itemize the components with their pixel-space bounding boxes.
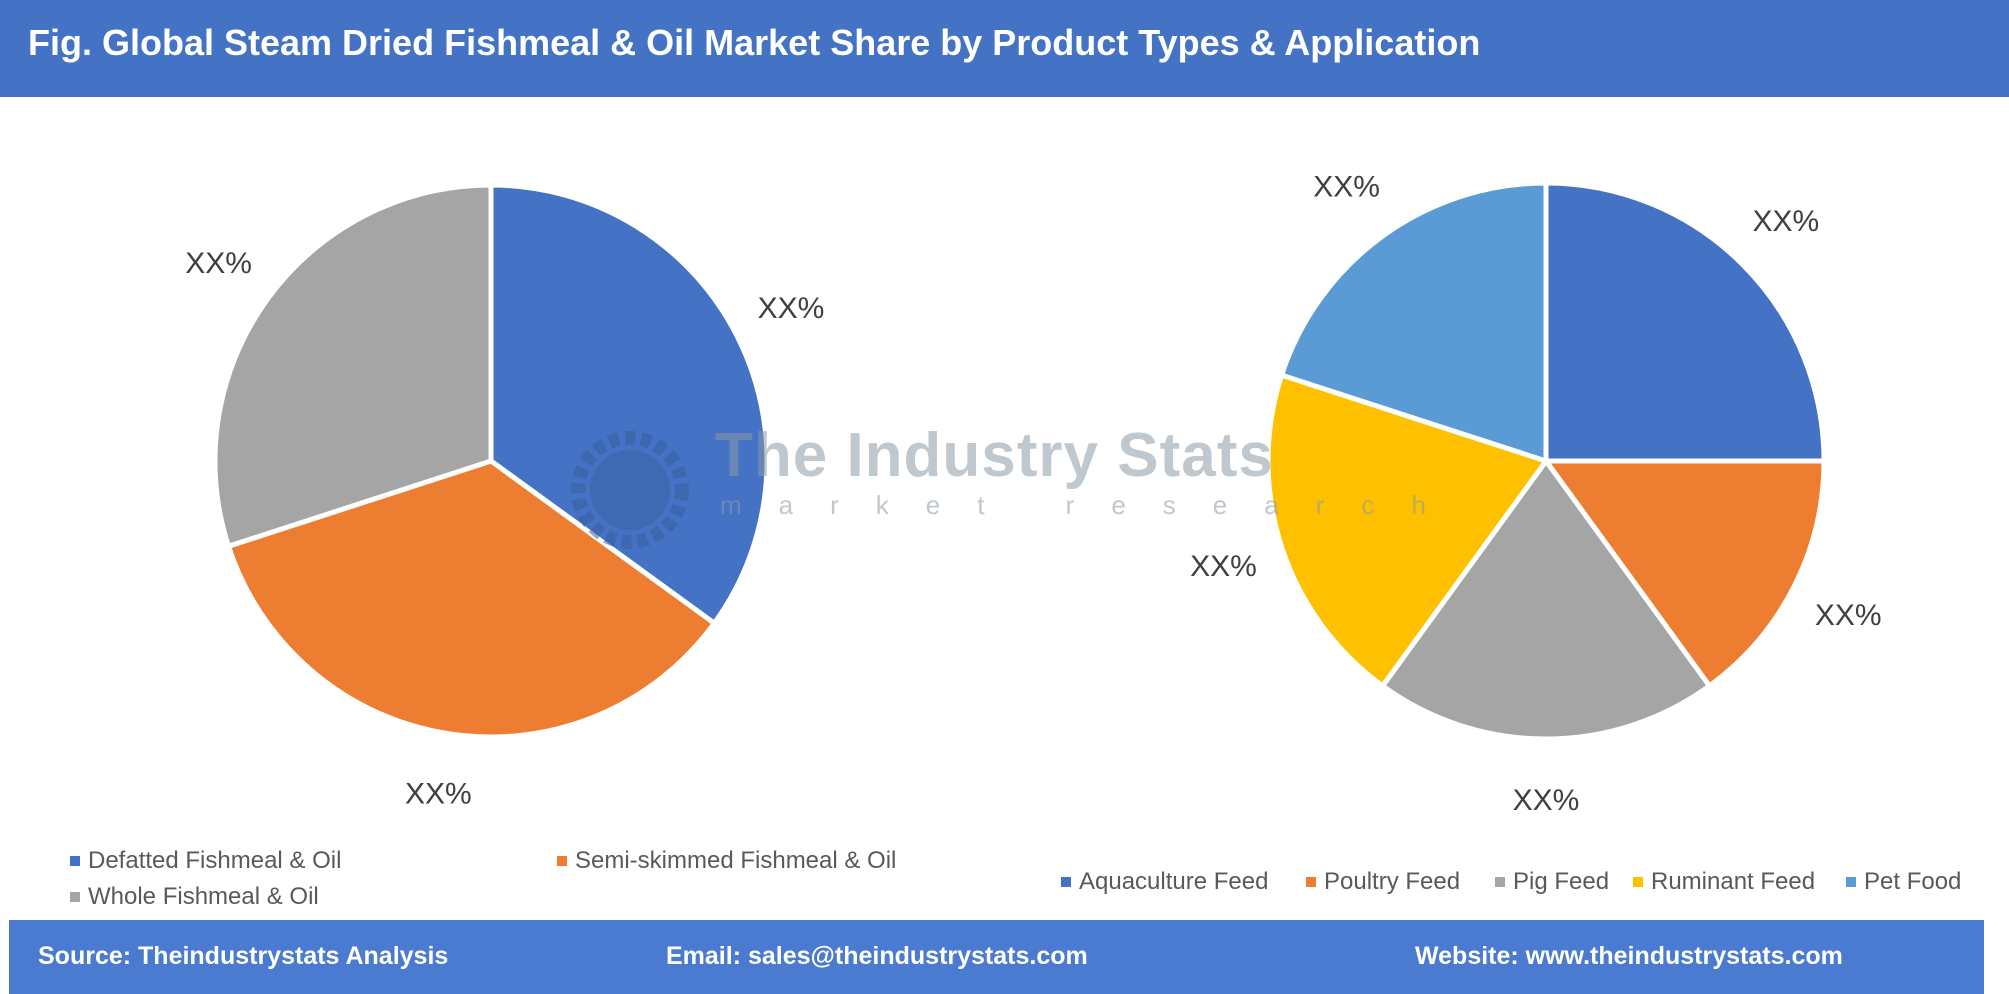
- pie-slice-ruminant-feed: [1265, 371, 1551, 690]
- legend-item: Pet Food: [1846, 868, 1961, 896]
- data-label: XX%: [405, 778, 472, 811]
- legend-label: Pig Feed: [1513, 868, 1610, 895]
- legend-label: Defatted Fishmeal & Oil: [88, 847, 342, 874]
- pie-slice-semi-skimmed-fishmeal-oil: [225, 458, 718, 740]
- chart-title: Fig. Global Steam Dried Fishmeal & Oil M…: [28, 22, 1481, 63]
- legend-label: Pet Food: [1864, 868, 1962, 895]
- product-type-pie: XX% XX% XX%: [185, 182, 825, 811]
- email-text: Email: sales@theindustrystats.com: [666, 942, 1088, 970]
- legend-label: Semi-skimmed Fishmeal & Oil: [575, 847, 897, 874]
- pie-slice-pig-feed: [1379, 456, 1713, 742]
- header-banner: Fig. Global Steam Dried Fishmeal & Oil M…: [0, 0, 2009, 97]
- legend-swatch: [70, 892, 80, 902]
- legend-item: Whole Fishmeal & Oil: [70, 883, 319, 911]
- pie-slice-defatted-fishmeal-oil: [488, 182, 770, 627]
- legend-item: Ruminant Feed: [1633, 868, 1815, 896]
- legend-item: Aquaculture Feed: [1061, 868, 1268, 896]
- data-label: XX%: [1313, 171, 1380, 204]
- website-text: Website: www.theindustrystats.com: [1415, 942, 1843, 970]
- legend-item: Pig Feed: [1495, 868, 1609, 896]
- pie-slice-aquaculture-feed: [1543, 180, 1827, 464]
- legend-label: Ruminant Feed: [1651, 868, 1816, 895]
- legend-swatch: [1633, 877, 1643, 887]
- data-label: XX%: [1513, 784, 1580, 817]
- data-label: XX%: [758, 292, 825, 325]
- legend-label: Poultry Feed: [1324, 868, 1461, 895]
- legend-swatch: [70, 856, 80, 866]
- footer-banner: Source: Theindustrystats Analysis Email:…: [9, 920, 1984, 994]
- pie-slice-whole-fishmeal-oil: [212, 182, 494, 550]
- legend-swatch: [1846, 877, 1856, 887]
- data-label: XX%: [1752, 205, 1819, 238]
- application-pie: XX% XX% XX% XX% XX%: [1190, 171, 1881, 818]
- legend-swatch: [557, 856, 567, 866]
- legend-item: Poultry Feed: [1306, 868, 1460, 896]
- legend-label: Aquaculture Feed: [1079, 868, 1269, 895]
- legend-swatch: [1306, 877, 1316, 887]
- data-label: XX%: [1815, 599, 1882, 632]
- data-label: XX%: [1190, 550, 1257, 583]
- legend-swatch: [1495, 877, 1505, 887]
- legend-item: Defatted Fishmeal & Oil: [70, 847, 341, 875]
- source-text: Source: Theindustrystats Analysis: [38, 942, 449, 970]
- legend-item: Semi-skimmed Fishmeal & Oil: [557, 847, 896, 875]
- legend-label: Whole Fishmeal & Oil: [88, 883, 319, 910]
- pie-slice-pet-food: [1278, 180, 1549, 465]
- data-label: XX%: [185, 247, 252, 280]
- pie-slice-poultry-feed: [1541, 458, 1827, 690]
- legend-swatch: [1061, 877, 1071, 887]
